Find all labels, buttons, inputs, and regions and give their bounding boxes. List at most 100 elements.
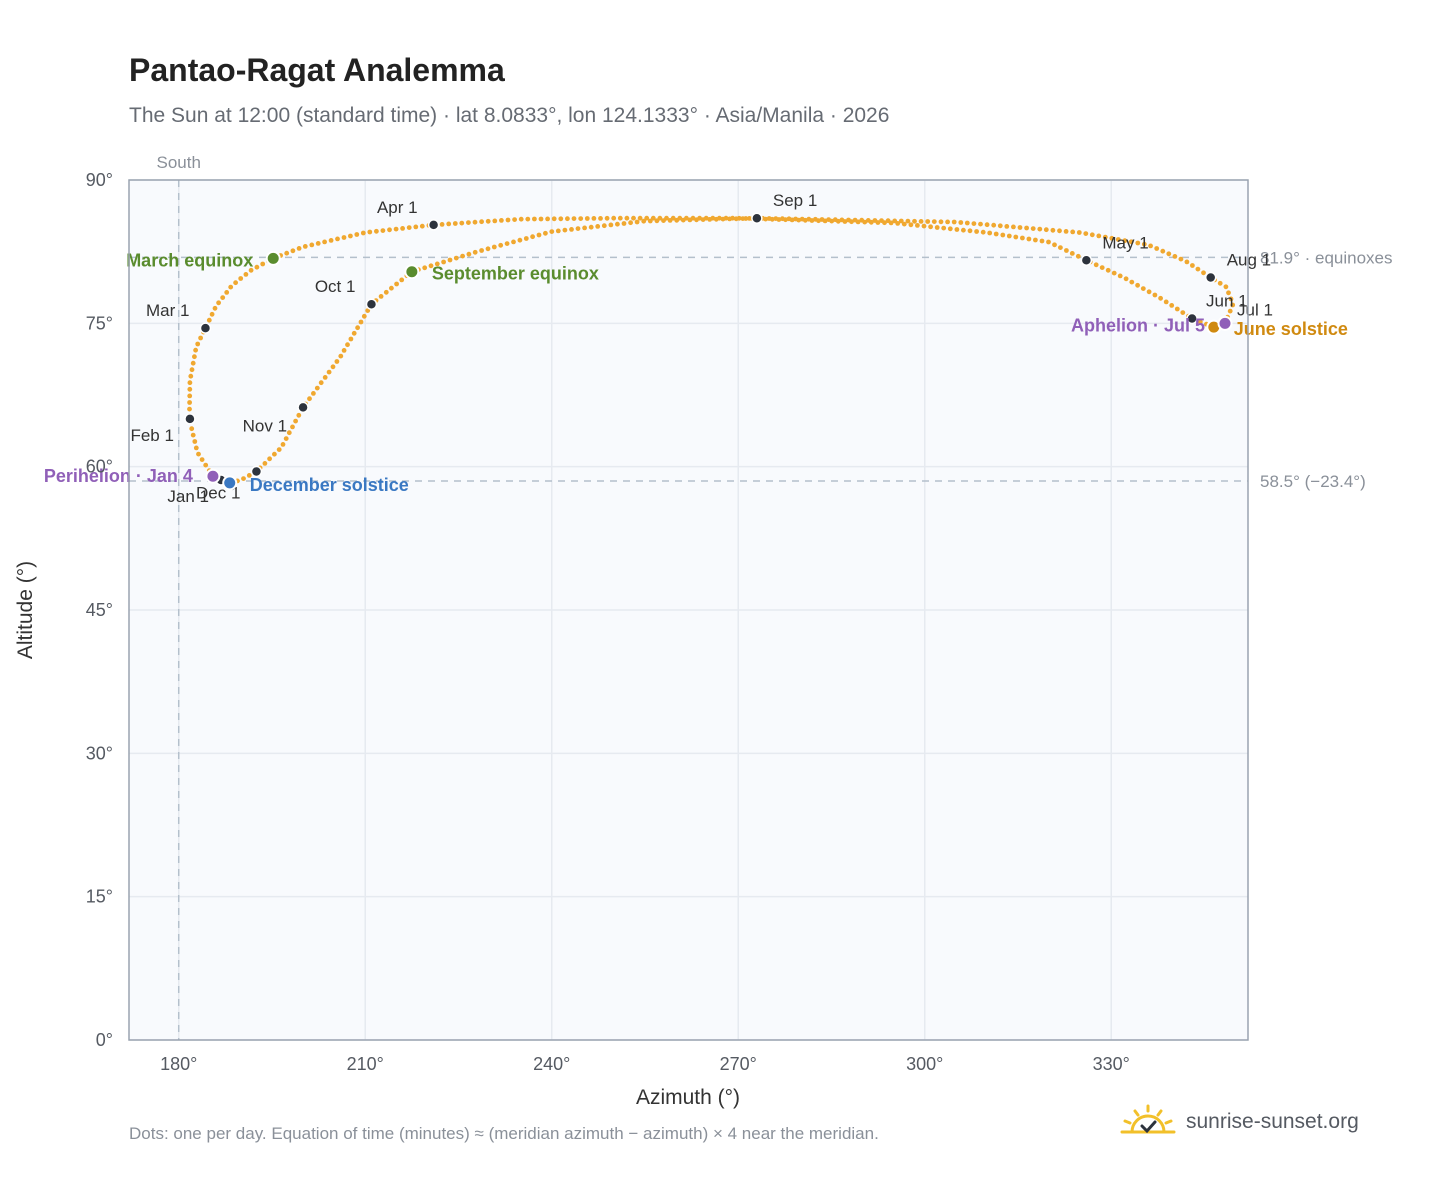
daily-sun-dot: [233, 280, 239, 286]
daily-sun-dot: [311, 391, 316, 396]
daily-sun-dot: [1004, 224, 1010, 229]
month-marker-label: Apr 1: [377, 198, 418, 217]
daily-sun-dot: [472, 219, 478, 225]
month-marker-dot: [751, 212, 763, 224]
reference-line-label: 81.9° · equinoxes: [1260, 248, 1393, 267]
daily-sun-dot: [892, 218, 898, 224]
daily-sun-dot: [1152, 292, 1158, 298]
daily-sun-dot: [532, 216, 537, 222]
daily-sun-dot: [545, 216, 550, 222]
daily-sun-dot: [621, 221, 627, 226]
daily-sun-dot: [740, 216, 746, 222]
daily-sun-dot: [991, 222, 997, 228]
daily-sun-dot: [498, 242, 504, 248]
daily-sun-dot: [1030, 226, 1036, 232]
daily-sun-dot: [328, 238, 334, 243]
daily-sun-dot: [434, 261, 440, 267]
daily-sun-dot: [348, 336, 354, 342]
daily-sun-dot: [1111, 270, 1117, 276]
daily-sun-dot: [601, 223, 607, 229]
daily-sun-dot: [338, 353, 344, 359]
month-marker-dot: [199, 322, 212, 334]
daily-sun-dot: [565, 216, 570, 222]
daily-sun-dot: [284, 250, 290, 256]
daily-sun-dot: [1089, 232, 1095, 238]
daily-sun-dot: [1190, 263, 1195, 268]
daily-sun-dot: [360, 230, 366, 236]
daily-sun-dot: [562, 227, 568, 233]
daily-sun-dot: [466, 220, 471, 226]
daily-sun-dot: [246, 473, 252, 478]
daily-sun-dot: [1069, 251, 1075, 256]
daily-sun-dot: [947, 226, 953, 232]
daily-sun-dot: [1037, 226, 1043, 232]
daily-sun-dot: [1058, 245, 1063, 251]
daily-sun-dot: [361, 313, 367, 319]
daily-sun-dot: [187, 380, 193, 386]
daily-sun-dot: [1109, 235, 1115, 241]
daily-sun-dot: [318, 380, 324, 386]
daily-sun-dot: [224, 290, 230, 295]
month-marker-label: Nov 1: [243, 416, 287, 435]
y-tick-label: 60°: [86, 457, 113, 477]
daily-sun-dot: [644, 215, 650, 221]
daily-sun-dot: [951, 219, 957, 225]
daily-sun-dot: [667, 218, 673, 223]
daily-sun-dot: [1039, 238, 1045, 244]
event-marker-label: Aphelion · Jul 5: [1071, 315, 1205, 335]
y-tick-label: 0°: [96, 1030, 113, 1050]
event-marker-dot: [404, 264, 420, 280]
daily-sun-dot: [335, 236, 340, 242]
daily-sun-dot: [400, 226, 405, 231]
daily-sun-dot: [530, 234, 535, 240]
event-marker-label: March equinox: [126, 250, 253, 270]
daily-sun-dot: [569, 227, 574, 232]
daily-sun-dot: [446, 221, 452, 227]
daily-sun-dot: [591, 216, 597, 221]
daily-sun-dot: [1102, 234, 1108, 240]
event-marker-label: December solstice: [250, 475, 409, 495]
month-marker-label: Oct 1: [315, 277, 356, 296]
daily-sun-dot: [1096, 233, 1102, 239]
daily-sun-dot: [453, 255, 459, 261]
x-tick-label: 300°: [906, 1054, 943, 1074]
daily-sun-dot: [780, 216, 785, 222]
brand[interactable]: sunrise-sunset.org: [1120, 1102, 1359, 1142]
daily-sun-dot: [898, 218, 904, 224]
daily-sun-dot: [918, 219, 924, 224]
daily-sun-dot: [439, 222, 445, 227]
event-marker-dot: [205, 468, 221, 484]
daily-sun-dot: [826, 217, 831, 223]
event-marker-label: September equinox: [432, 264, 599, 284]
daily-sun-dot: [1184, 259, 1190, 265]
daily-sun-dot: [447, 257, 453, 263]
daily-sun-dot: [967, 228, 973, 234]
daily-sun-dot: [859, 217, 865, 223]
daily-sun-dot: [286, 430, 292, 436]
daily-sun-dot: [387, 227, 392, 233]
daily-sun-dot: [628, 220, 633, 226]
daily-sun-dot: [196, 451, 201, 457]
daily-sun-dot: [203, 462, 209, 468]
daily-sun-dot: [1140, 286, 1146, 291]
daily-sun-dot: [192, 354, 197, 360]
daily-sun-dot: [505, 217, 511, 223]
meridian-label: South: [157, 153, 201, 172]
y-tick-label: 45°: [86, 600, 113, 620]
daily-sun-dot: [272, 451, 277, 457]
daily-sun-dot: [394, 281, 399, 287]
daily-sun-dot: [1006, 233, 1012, 239]
month-marker-dot: [184, 413, 196, 425]
daily-sun-dot: [1046, 239, 1051, 245]
daily-sun-dot: [1166, 251, 1172, 257]
daily-sun-dot: [1135, 282, 1140, 288]
daily-sun-dot: [1217, 280, 1223, 286]
daily-sun-dot: [354, 232, 360, 237]
daily-sun-dot: [479, 219, 484, 225]
y-axis-title: Altitude (°): [14, 561, 37, 659]
daily-sun-dot: [538, 216, 544, 222]
daily-sun-dot: [283, 436, 289, 441]
daily-sun-dot: [582, 225, 587, 231]
daily-sun-dot: [555, 228, 561, 234]
daily-sun-dot: [341, 235, 347, 240]
